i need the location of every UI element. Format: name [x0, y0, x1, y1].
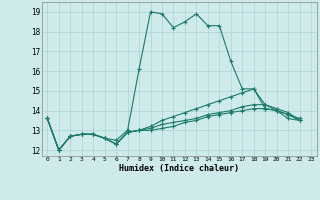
- X-axis label: Humidex (Indice chaleur): Humidex (Indice chaleur): [119, 164, 239, 173]
